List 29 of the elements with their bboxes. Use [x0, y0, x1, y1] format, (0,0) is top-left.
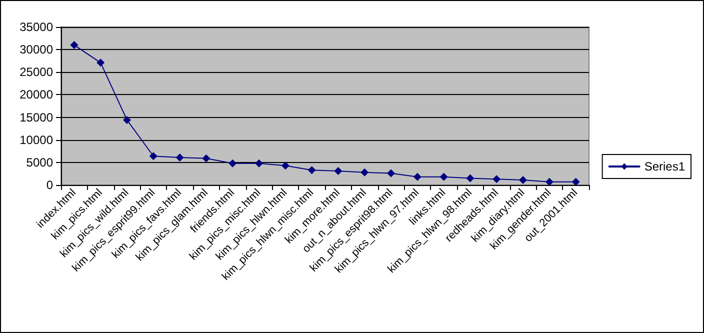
point: [466, 174, 474, 182]
point: [228, 159, 237, 168]
point: [255, 159, 263, 168]
y-tick-label: 0: [46, 178, 54, 192]
point: [176, 153, 184, 162]
point: [123, 116, 131, 124]
y-tick-label: 10000: [20, 132, 54, 147]
point: [308, 166, 316, 174]
y-tick-label: 20000: [20, 88, 54, 102]
y-tick-label: 35000: [20, 20, 54, 34]
point: [360, 168, 369, 176]
point: [545, 178, 554, 186]
y-tick-label: 5000: [26, 155, 54, 170]
point: [440, 172, 448, 181]
point: [387, 169, 395, 178]
legend-label: Series1: [644, 160, 686, 174]
point: [572, 178, 580, 186]
y-tick-label: 30000: [20, 42, 54, 57]
point: [96, 58, 105, 67]
y-tick-label: 15000: [20, 110, 54, 124]
point: [70, 41, 78, 50]
y-tick-label: 25000: [20, 65, 54, 80]
point: [281, 162, 290, 170]
point: [149, 152, 158, 160]
point: [202, 154, 210, 162]
point: [519, 176, 527, 184]
point: [334, 167, 342, 176]
point: [413, 172, 422, 181]
point: [492, 175, 501, 184]
